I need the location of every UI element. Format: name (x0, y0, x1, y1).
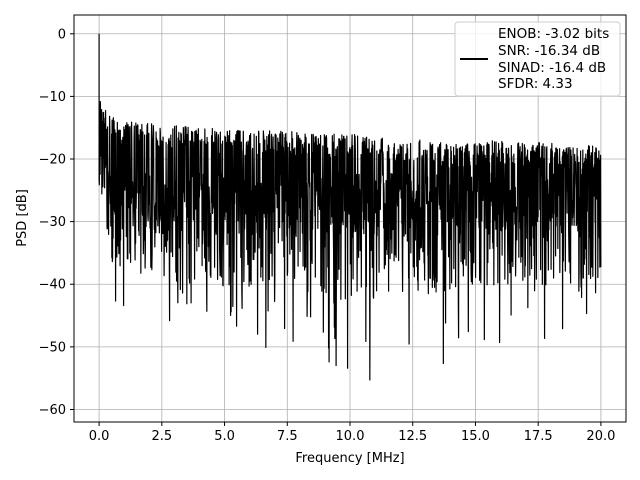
y-axis-ticks: 0 −10 −20 −30 −40 −50 −60 (39, 27, 74, 418)
y-tick-label: −60 (39, 403, 66, 418)
x-tick-label: 17.5 (524, 429, 553, 444)
y-tick-label: −30 (39, 215, 66, 230)
legend-enob: ENOB: -3.02 bits (498, 26, 609, 42)
x-tick-label: 5.0 (214, 429, 235, 444)
legend-sinad: SINAD: -16.4 dB (498, 60, 606, 76)
x-tick-label: 7.5 (277, 429, 298, 444)
y-tick-label: 0 (58, 27, 66, 42)
x-axis-label: Frequency [MHz] (295, 451, 404, 466)
x-tick-label: 20.0 (586, 429, 615, 444)
y-tick-label: −20 (39, 153, 66, 168)
y-axis-label: PSD [dB] (15, 189, 30, 247)
y-tick-label: −50 (39, 340, 66, 355)
x-tick-label: 12.5 (398, 429, 427, 444)
legend-box (454, 21, 621, 97)
x-tick-label: 2.5 (151, 429, 172, 444)
legend-snr: SNR: -16.34 dB (498, 43, 600, 59)
x-tick-label: 15.0 (461, 429, 490, 444)
y-tick-label: −40 (39, 278, 66, 293)
psd-series-line (98, 33, 602, 381)
y-tick-label: −10 (39, 90, 66, 105)
legend-sfdr: SFDR: 4.33 (498, 76, 573, 92)
x-axis-ticks: 0.0 2.5 5.0 7.5 10.0 12.5 15.0 17.5 20.0 (89, 422, 615, 444)
x-tick-label: 10.0 (336, 429, 365, 444)
x-tick-label: 0.0 (89, 429, 110, 444)
legend: ENOB: -3.02 bits SNR: -16.34 dB SINAD: -… (454, 21, 621, 97)
